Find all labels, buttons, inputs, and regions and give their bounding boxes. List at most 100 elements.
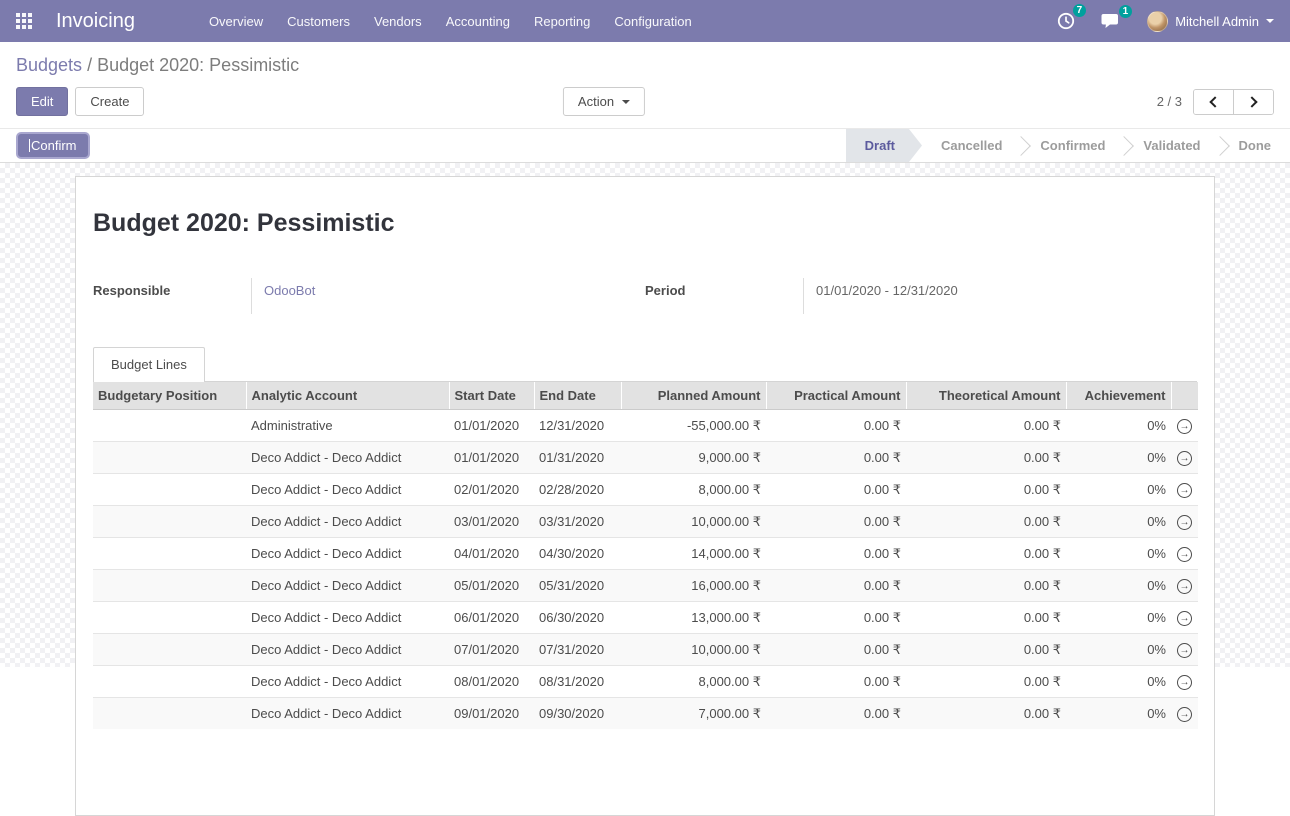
statusbar: Confirm Draft Cancelled Confirmed Valida… <box>0 128 1290 163</box>
col-icon <box>1171 382 1198 410</box>
cell-start-date: 08/01/2020 <box>449 666 534 698</box>
status-state[interactable]: Confirmed <box>1021 129 1124 162</box>
action-label: Action <box>578 94 614 109</box>
messages-badge: 1 <box>1119 5 1133 18</box>
clock-icon <box>1057 12 1075 30</box>
cell-analytic-account: Deco Addict - Deco Addict <box>246 634 449 666</box>
internal-link-icon[interactable] <box>1177 483 1192 498</box>
internal-link-icon[interactable] <box>1177 515 1192 530</box>
text-cursor <box>29 139 30 152</box>
table-row[interactable]: Deco Addict - Deco Addict 08/01/2020 08/… <box>93 666 1198 698</box>
cell-budgetary-position <box>93 698 246 730</box>
col-start-date[interactable]: Start Date <box>449 382 534 410</box>
pager: 2 / 3 <box>1157 89 1274 115</box>
cell-achievement: 0% <box>1066 442 1171 474</box>
table-row[interactable]: Deco Addict - Deco Addict 05/01/2020 05/… <box>93 570 1198 602</box>
create-button[interactable]: Create <box>75 87 144 116</box>
internal-link-icon[interactable] <box>1177 547 1192 562</box>
table-row[interactable]: Administrative 01/01/2020 12/31/2020 -55… <box>93 410 1198 442</box>
status-state[interactable]: Done <box>1220 129 1290 162</box>
table-row[interactable]: Deco Addict - Deco Addict 09/01/2020 09/… <box>93 698 1198 730</box>
app-brand[interactable]: Invoicing <box>56 10 135 33</box>
col-end-date[interactable]: End Date <box>534 382 621 410</box>
apps-menu-icon[interactable] <box>16 13 32 29</box>
cell-theoretical-amount: 0.00 ₹ <box>906 506 1066 538</box>
cell-achievement: 0% <box>1066 666 1171 698</box>
activities-button[interactable]: 7 <box>1057 12 1075 30</box>
internal-link-icon[interactable] <box>1177 611 1192 626</box>
messages-button[interactable]: 1 <box>1101 13 1121 30</box>
nav-menu-item[interactable]: Overview <box>197 0 275 42</box>
col-budgetary-position[interactable]: Budgetary Position <box>93 382 246 410</box>
edit-button[interactable]: Edit <box>16 87 68 116</box>
nav-menu-item[interactable]: Accounting <box>434 0 522 42</box>
cell-achievement: 0% <box>1066 698 1171 730</box>
nav-menu-item[interactable]: Customers <box>275 0 362 42</box>
cell-start-date: 01/01/2020 <box>449 442 534 474</box>
responsible-label: Responsible <box>93 278 251 314</box>
cell-theoretical-amount: 0.00 ₹ <box>906 474 1066 506</box>
form-sheet: Budget 2020: Pessimistic Responsible Odo… <box>75 176 1215 816</box>
cell-planned-amount: 9,000.00 ₹ <box>621 442 766 474</box>
cell-analytic-account: Deco Addict - Deco Addict <box>246 666 449 698</box>
col-analytic-account[interactable]: Analytic Account <box>246 382 449 410</box>
status-state-label: Cancelled <box>941 138 1002 153</box>
status-state[interactable]: Validated <box>1124 129 1219 162</box>
table-row[interactable]: Deco Addict - Deco Addict 07/01/2020 07/… <box>93 634 1198 666</box>
cell-planned-amount: 8,000.00 ₹ <box>621 474 766 506</box>
cell-analytic-account: Deco Addict - Deco Addict <box>246 570 449 602</box>
pager-previous-button[interactable] <box>1194 90 1233 114</box>
col-achievement[interactable]: Achievement <box>1066 382 1171 410</box>
cell-analytic-account: Administrative <box>246 410 449 442</box>
internal-link-icon[interactable] <box>1177 579 1192 594</box>
table-row[interactable]: Deco Addict - Deco Addict 04/01/2020 04/… <box>93 538 1198 570</box>
action-menu-wrap: Action <box>563 87 645 116</box>
table-row[interactable]: Deco Addict - Deco Addict 02/01/2020 02/… <box>93 474 1198 506</box>
breadcrumb-current: Budget 2020: Pessimistic <box>97 55 299 75</box>
table-header-row: Budgetary Position Analytic Account Star… <box>93 382 1198 410</box>
col-theoretical-amount[interactable]: Theoretical Amount <box>906 382 1066 410</box>
table-row[interactable]: Deco Addict - Deco Addict 01/01/2020 01/… <box>93 442 1198 474</box>
cell-practical-amount: 0.00 ₹ <box>766 442 906 474</box>
pager-buttons <box>1193 89 1274 115</box>
internal-link-icon[interactable] <box>1177 675 1192 690</box>
cell-theoretical-amount: 0.00 ₹ <box>906 666 1066 698</box>
responsible-value-link[interactable]: OdooBot <box>264 283 315 298</box>
cell-achievement: 0% <box>1066 602 1171 634</box>
field-group-row: Responsible OdooBot Period 01/01/2020 - … <box>93 278 1197 314</box>
budget-lines-table: Budgetary Position Analytic Account Star… <box>93 382 1198 729</box>
cell-end-date: 03/31/2020 <box>534 506 621 538</box>
cell-budgetary-position <box>93 666 246 698</box>
cell-theoretical-amount: 0.00 ₹ <box>906 570 1066 602</box>
top-navbar: Invoicing Overview Customers Vendors Acc… <box>0 0 1290 42</box>
cell-theoretical-amount: 0.00 ₹ <box>906 698 1066 730</box>
col-planned-amount[interactable]: Planned Amount <box>621 382 766 410</box>
tab-budget-lines[interactable]: Budget Lines <box>93 347 205 382</box>
status-state[interactable]: Draft <box>846 129 922 162</box>
nav-menu-item[interactable]: Vendors <box>362 0 434 42</box>
internal-link-icon[interactable] <box>1177 419 1192 434</box>
cell-theoretical-amount: 0.00 ₹ <box>906 602 1066 634</box>
cell-start-date: 04/01/2020 <box>449 538 534 570</box>
status-state[interactable]: Cancelled <box>922 129 1021 162</box>
cell-practical-amount: 0.00 ₹ <box>766 666 906 698</box>
period-label: Period <box>645 278 803 314</box>
pager-next-button[interactable] <box>1233 90 1273 114</box>
nav-menu-item[interactable]: Configuration <box>602 0 703 42</box>
cell-practical-amount: 0.00 ₹ <box>766 506 906 538</box>
breadcrumb-parent[interactable]: Budgets <box>16 55 82 75</box>
user-menu[interactable]: Mitchell Admin <box>1147 11 1274 32</box>
cell-achievement: 0% <box>1066 474 1171 506</box>
user-name: Mitchell Admin <box>1175 14 1259 29</box>
table-row[interactable]: Deco Addict - Deco Addict 03/01/2020 03/… <box>93 506 1198 538</box>
status-state-label: Confirmed <box>1040 138 1105 153</box>
internal-link-icon[interactable] <box>1177 643 1192 658</box>
col-practical-amount[interactable]: Practical Amount <box>766 382 906 410</box>
action-dropdown-button[interactable]: Action <box>563 87 645 116</box>
internal-link-icon[interactable] <box>1177 451 1192 466</box>
nav-menu-item[interactable]: Reporting <box>522 0 602 42</box>
internal-link-icon[interactable] <box>1177 707 1192 722</box>
confirm-button[interactable]: Confirm <box>16 132 90 159</box>
table-row[interactable]: Deco Addict - Deco Addict 06/01/2020 06/… <box>93 602 1198 634</box>
cell-theoretical-amount: 0.00 ₹ <box>906 442 1066 474</box>
